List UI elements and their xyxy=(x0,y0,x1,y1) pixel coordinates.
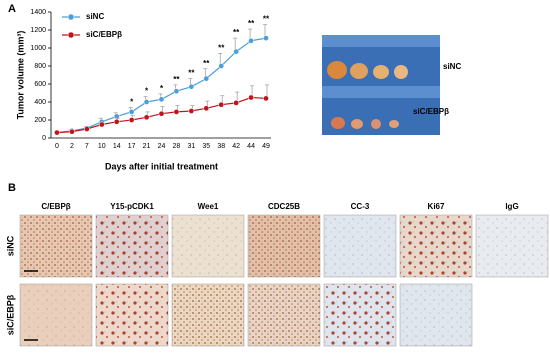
y-tick-label: 1400 xyxy=(30,9,46,16)
significance: * xyxy=(145,87,149,96)
data-point xyxy=(143,99,150,105)
panel-label: B xyxy=(8,182,16,194)
legend-label: siNC xyxy=(86,12,104,21)
data-point xyxy=(248,94,254,101)
y-tick-label: 1000 xyxy=(30,45,46,52)
ihc-texture xyxy=(400,284,472,346)
significance: ** xyxy=(203,59,210,68)
x-tick-label: 28 xyxy=(173,143,181,150)
ihc-texture xyxy=(324,215,396,277)
x-tick-label: 10 xyxy=(98,143,106,150)
ihc-texture xyxy=(96,284,168,346)
column-label: CDC25B xyxy=(268,202,300,211)
ihc-texture xyxy=(248,284,320,346)
x-tick-label: 14 xyxy=(113,143,121,150)
panel-label: A xyxy=(8,3,16,15)
data-point xyxy=(263,95,269,102)
significance: ** xyxy=(188,69,195,78)
column-label: Ki67 xyxy=(428,202,445,211)
significance: ** xyxy=(173,75,180,84)
x-tick-label: 7 xyxy=(85,143,89,150)
ihc-texture xyxy=(172,284,244,346)
ihc-texture xyxy=(96,215,168,277)
ihc-texture xyxy=(20,284,92,346)
data-point xyxy=(69,128,75,135)
column-label: Wee1 xyxy=(198,202,219,211)
significance: * xyxy=(160,84,164,93)
x-tick-label: 17 xyxy=(128,143,136,150)
ruler xyxy=(322,35,440,47)
significance: ** xyxy=(218,44,225,53)
data-point xyxy=(173,109,180,115)
x-axis-label: Days after initial treatment xyxy=(105,161,218,171)
data-point xyxy=(218,63,225,69)
y-tick-label: 800 xyxy=(34,63,46,70)
x-tick-label: 31 xyxy=(187,143,195,150)
y-axis-label: Tumor volume (mm³) xyxy=(15,31,25,120)
legend-marker xyxy=(67,13,75,21)
data-point xyxy=(248,37,254,44)
data-point xyxy=(113,118,120,125)
significance: ** xyxy=(233,28,240,37)
x-tick-label: 24 xyxy=(158,143,166,150)
x-tick-label: 21 xyxy=(143,143,151,150)
data-point xyxy=(158,110,165,117)
y-tick-label: 1200 xyxy=(30,27,46,34)
y-tick-label: 200 xyxy=(34,117,46,124)
data-point xyxy=(143,114,150,121)
y-tick-label: 600 xyxy=(34,81,46,88)
x-tick-label: 35 xyxy=(202,143,210,150)
column-label: CC-3 xyxy=(351,202,370,211)
x-tick-label: 0 xyxy=(55,143,59,150)
legend-marker xyxy=(67,31,75,39)
data-point xyxy=(218,101,225,108)
x-tick-label: 44 xyxy=(247,143,255,150)
photo-label: siC/EBPβ xyxy=(413,107,449,116)
ihc-texture xyxy=(476,215,548,277)
data-point xyxy=(233,48,239,55)
x-tick-label: 49 xyxy=(262,143,270,150)
ihc-texture xyxy=(20,215,92,277)
data-point xyxy=(188,108,195,114)
significance: ** xyxy=(248,19,255,28)
column-label: C/EBPβ xyxy=(41,202,70,211)
significance: ** xyxy=(263,15,270,24)
data-point xyxy=(233,100,239,106)
y-tick-label: 0 xyxy=(42,135,46,142)
data-point xyxy=(203,75,210,82)
legend-label: siC/EBPβ xyxy=(86,30,122,39)
x-tick-label: 38 xyxy=(217,143,225,150)
data-point xyxy=(188,83,195,90)
data-point xyxy=(203,105,210,112)
data-point xyxy=(158,96,165,103)
data-point xyxy=(84,126,90,132)
data-point xyxy=(128,109,135,115)
x-tick-label: 42 xyxy=(232,143,240,150)
row-label: siC/EBPβ xyxy=(5,294,15,335)
photo-label: siNC xyxy=(443,62,461,71)
data-point xyxy=(173,88,180,95)
x-tick-label: 2 xyxy=(70,143,74,150)
y-tick-label: 400 xyxy=(34,99,46,106)
data-point xyxy=(54,129,60,136)
data-point xyxy=(128,117,135,123)
column-label: IgG xyxy=(505,202,518,211)
ihc-texture xyxy=(172,215,244,277)
significance: * xyxy=(130,98,134,107)
tumors xyxy=(327,61,408,129)
ihc-texture xyxy=(324,284,396,346)
data-point xyxy=(98,121,105,128)
data-point xyxy=(263,35,269,41)
ihc-texture xyxy=(400,215,472,277)
column-label: Y15-pCDK1 xyxy=(110,202,154,211)
ihc-texture xyxy=(248,215,320,277)
ruler xyxy=(322,86,440,98)
row-label: siNC xyxy=(5,235,15,256)
